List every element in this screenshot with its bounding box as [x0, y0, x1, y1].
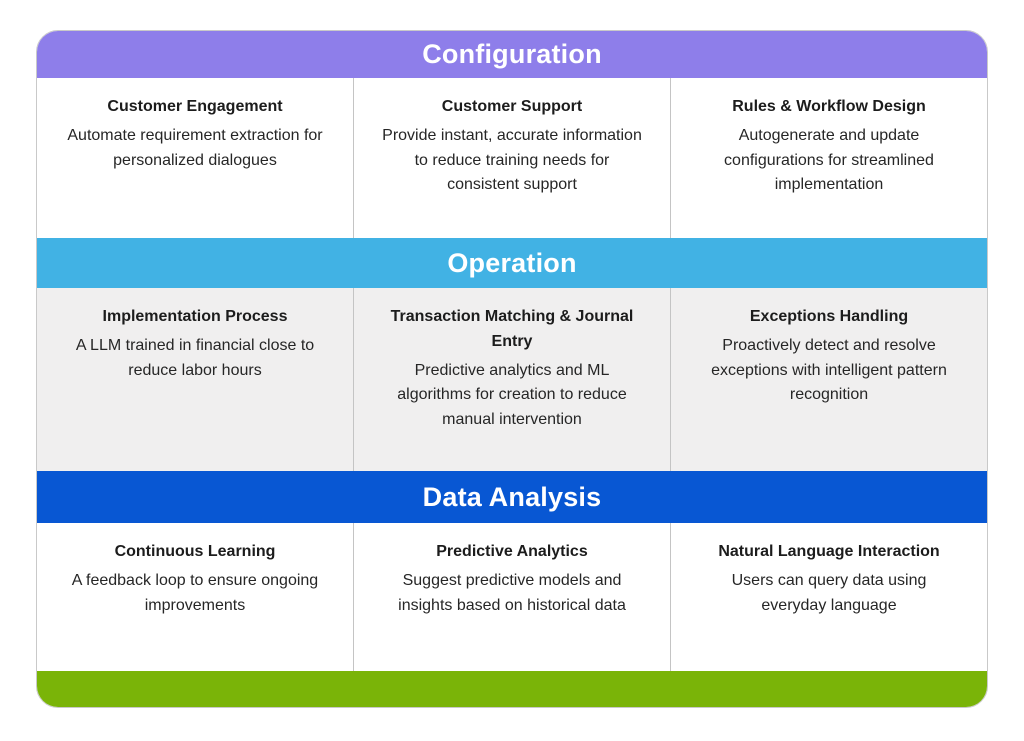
feature-description: Users can query data using everyday lang… [731, 571, 927, 614]
section-title-data-analysis: Data Analysis [422, 481, 602, 512]
feature-card-predictive-analytics: Predictive Analytics Suggest predictive … [353, 523, 670, 671]
ai-capabilities-matrix: Configuration Customer Engagement Automa… [36, 30, 988, 708]
feature-card-customer-engagement: Customer Engagement Automate requirement… [37, 78, 353, 238]
section-body-configuration: Customer Engagement Automate requirement… [37, 78, 987, 238]
feature-title: Natural Language Interaction [718, 543, 940, 560]
feature-description: A LLM trained in financial close to redu… [75, 336, 315, 379]
section-body-data-analysis: Continuous Learning A feedback loop to e… [37, 523, 987, 671]
feature-title: Customer Engagement [107, 98, 283, 115]
feature-description: Predictive analytics and ML algorithms f… [397, 361, 627, 429]
section-title-operation: Operation [447, 247, 577, 278]
section-header-operation: Operation [37, 238, 987, 288]
feature-title: Customer Support [441, 98, 583, 115]
feature-card-natural-language-interaction: Natural Language Interaction Users can q… [670, 523, 987, 671]
section-body-operation: Implementation Process A LLM trained in … [37, 288, 987, 471]
feature-card-rules-workflow-design: Rules & Workflow Design Autogenerate and… [670, 78, 987, 238]
feature-card-implementation-process: Implementation Process A LLM trained in … [37, 288, 353, 471]
feature-description: Suggest predictive models and insights b… [398, 571, 626, 614]
feature-title: Predictive Analytics [436, 543, 588, 560]
feature-title: Transaction Matching & Journal Entry [390, 308, 634, 350]
footer-band [37, 671, 987, 707]
section-title-configuration: Configuration [422, 39, 602, 69]
section-header-configuration: Configuration [37, 31, 987, 78]
feature-card-continuous-learning: Continuous Learning A feedback loop to e… [37, 523, 353, 671]
feature-description: Proactively detect and resolve exception… [711, 336, 947, 404]
feature-card-exceptions-handling: Exceptions Handling Proactively detect a… [670, 288, 987, 471]
feature-title: Implementation Process [102, 308, 288, 325]
feature-description: Provide instant, accurate information to… [382, 126, 642, 194]
feature-description: A feedback loop to ensure ongoing improv… [71, 571, 319, 614]
feature-description: Autogenerate and update configurations f… [724, 126, 934, 194]
feature-description: Automate requirement extraction for pers… [67, 126, 323, 169]
feature-card-customer-support: Customer Support Provide instant, accura… [353, 78, 670, 238]
feature-card-transaction-matching-journal-entry: Transaction Matching & Journal Entry Pre… [353, 288, 670, 471]
section-header-data-analysis: Data Analysis [37, 471, 987, 523]
feature-title: Exceptions Handling [749, 308, 909, 325]
feature-title: Continuous Learning [114, 543, 276, 560]
feature-title: Rules & Workflow Design [732, 98, 926, 115]
